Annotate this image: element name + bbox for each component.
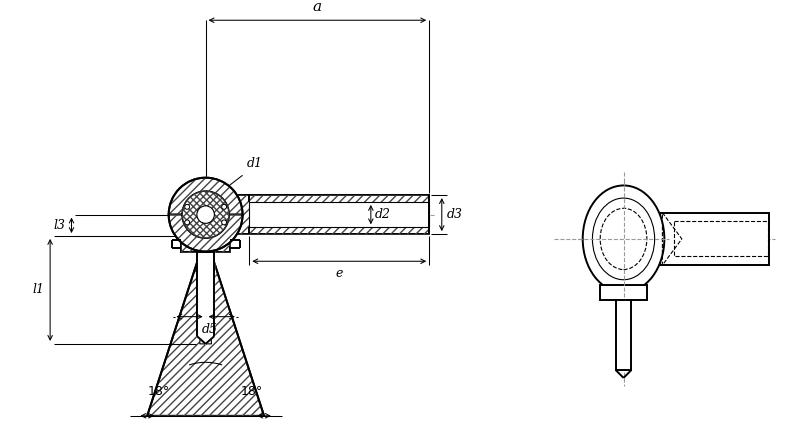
Text: d5: d5: [202, 323, 218, 337]
Polygon shape: [250, 202, 429, 227]
Polygon shape: [197, 252, 214, 336]
Text: a: a: [313, 0, 322, 15]
Polygon shape: [169, 178, 242, 214]
Text: 18°: 18°: [148, 385, 170, 398]
Text: d2: d2: [374, 208, 390, 221]
Polygon shape: [197, 336, 214, 344]
Polygon shape: [616, 300, 631, 370]
Circle shape: [182, 191, 229, 238]
Polygon shape: [182, 236, 230, 252]
Polygon shape: [147, 236, 264, 416]
Polygon shape: [197, 252, 214, 336]
Polygon shape: [201, 195, 429, 234]
Text: d1: d1: [246, 157, 262, 170]
Polygon shape: [661, 213, 770, 265]
Ellipse shape: [582, 186, 664, 292]
Text: l3: l3: [54, 219, 66, 232]
Circle shape: [185, 220, 190, 225]
Circle shape: [197, 206, 214, 223]
Polygon shape: [169, 214, 242, 252]
Text: d3: d3: [446, 208, 462, 221]
Polygon shape: [600, 284, 647, 300]
Text: 18°: 18°: [241, 385, 263, 398]
Circle shape: [222, 220, 226, 225]
Text: e: e: [335, 267, 343, 280]
Polygon shape: [200, 236, 211, 344]
Circle shape: [185, 204, 190, 209]
Text: l1: l1: [32, 284, 44, 296]
Circle shape: [222, 204, 226, 209]
